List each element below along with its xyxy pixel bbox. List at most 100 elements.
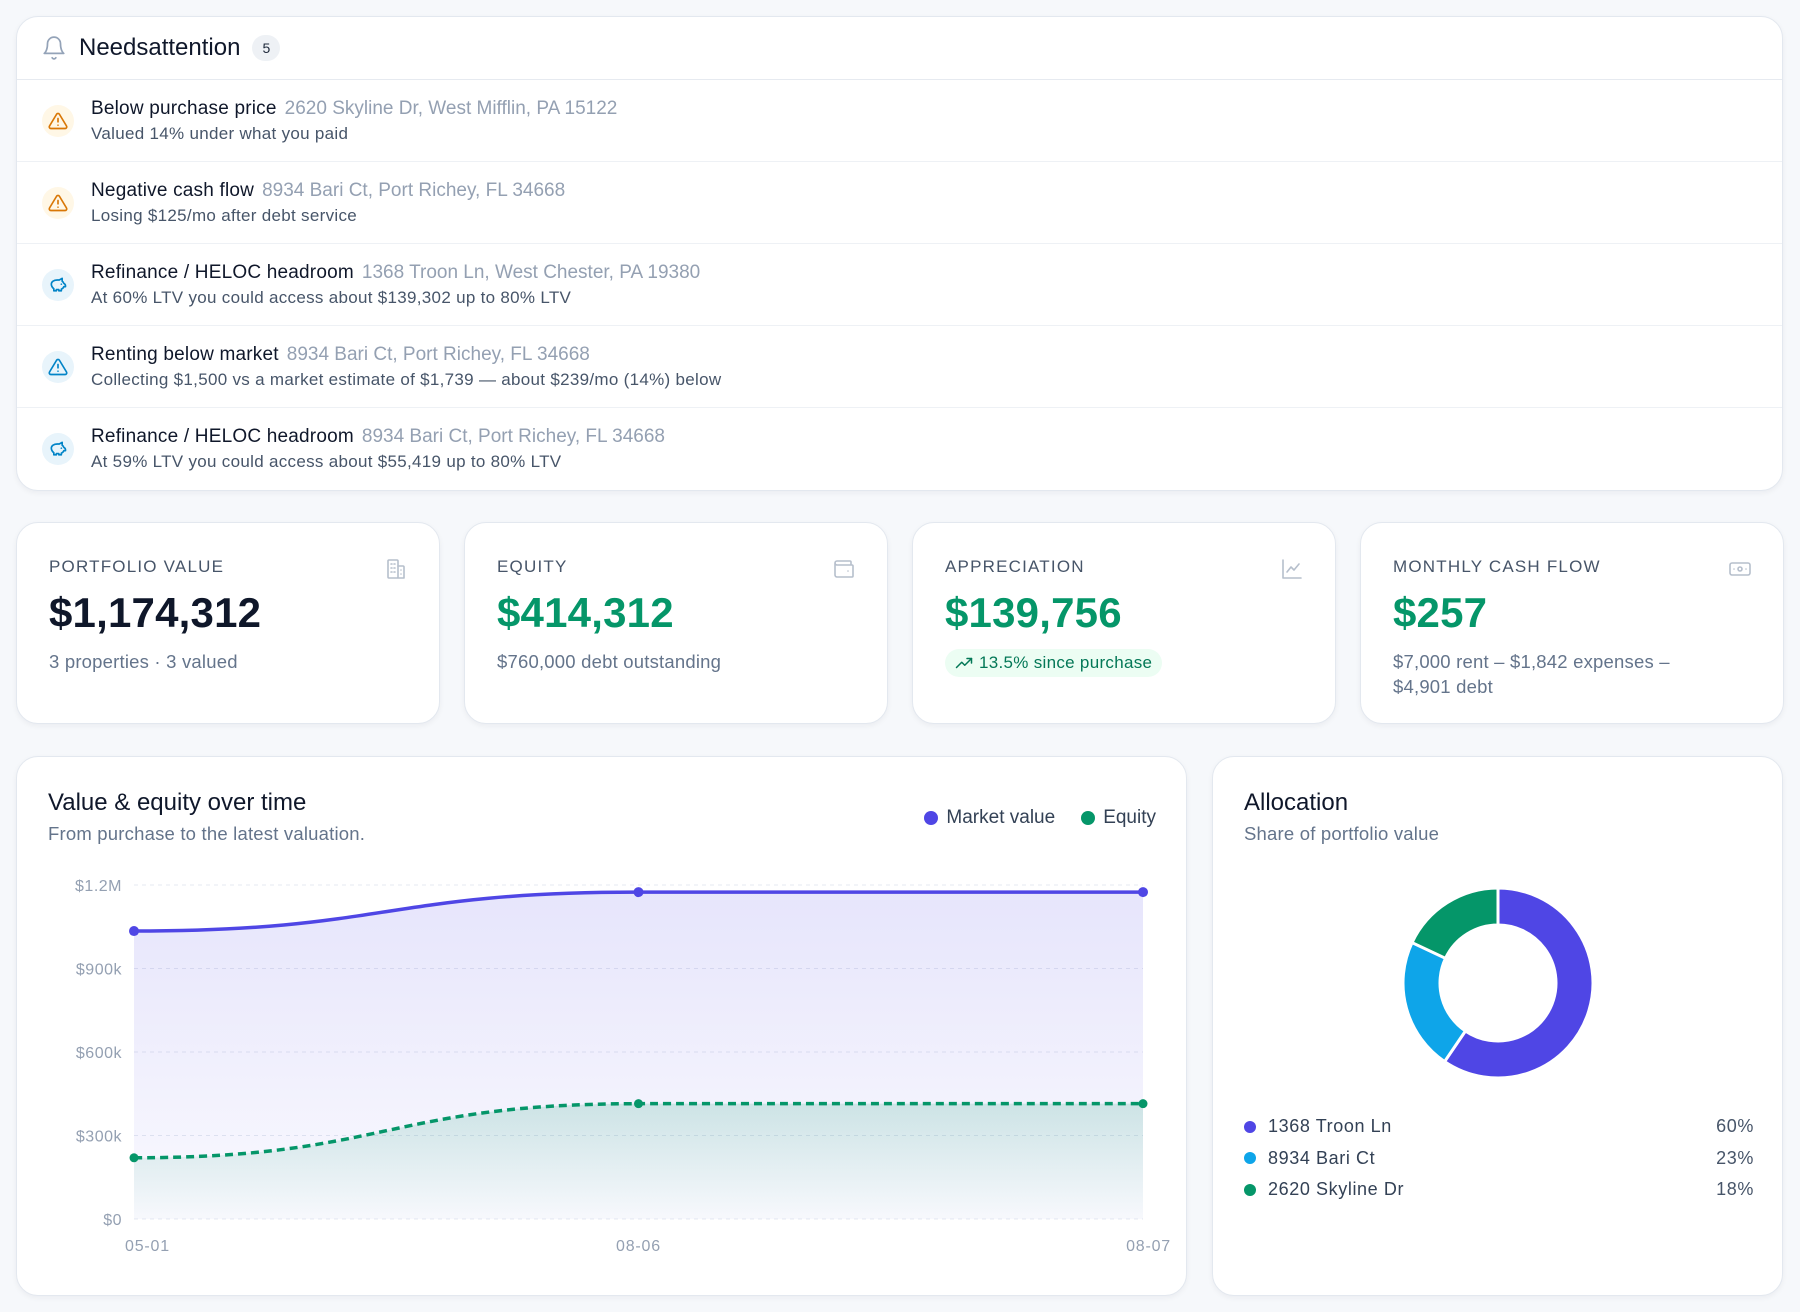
- kpi-label: MONTHLY CASH FLOW: [1393, 557, 1601, 576]
- attention-item-text: Below purchase price 2620 Skyline Dr, Wes…: [91, 98, 617, 144]
- allocation-item-name: 2620 Skyline Dr: [1268, 1179, 1405, 1200]
- building-icon: [387, 559, 405, 579]
- allocation-subtitle: Share of portfolio value: [1244, 823, 1440, 844]
- warning-triangle-icon: [42, 104, 74, 137]
- legend-swatch: [1081, 811, 1096, 825]
- x-tick-label: 08-06: [616, 1238, 661, 1255]
- chart-subtitle: From purchase to the latest valuation.: [48, 823, 366, 844]
- attention-item[interactable]: Negative cash flow 8934 Bari Ct, Port Ric…: [17, 162, 1782, 244]
- needs-attention-title: Needsattention: [79, 34, 241, 61]
- info-triangle-icon: [42, 350, 74, 383]
- legend-label: Equity: [1103, 807, 1156, 828]
- allocation-list-item: 8934 Bari Ct 23%: [1244, 1143, 1754, 1175]
- attention-item-address: 1368 Troon Ln, West Chester, PA 19380: [361, 261, 701, 283]
- y-tick-label: $900k: [76, 962, 123, 979]
- donut-slice[interactable]: [1442, 886, 1595, 1080]
- allocation-item-percent: 23%: [1716, 1147, 1754, 1168]
- allocation-swatch: [1244, 1183, 1256, 1196]
- attention-item[interactable]: Below purchase price 2620 Skyline Dr, Wes…: [17, 80, 1782, 162]
- allocation-donut-chart: [1401, 886, 1595, 1080]
- y-tick-label: $600k: [76, 1045, 123, 1062]
- chart-legend: Market value Equity: [924, 807, 1156, 829]
- x-tick-label: 08-07: [1126, 1238, 1171, 1255]
- legend-item-market-value[interactable]: Market value: [924, 807, 1055, 829]
- kpi-label: PORTFOLIO VALUE: [49, 557, 225, 576]
- allocation-swatch: [1244, 1152, 1256, 1165]
- attention-item-text: Refinance / HELOC headroom 8934 Bari Ct, …: [91, 426, 665, 472]
- kpi-equity: EQUITY $414,312 $760,000 debt outstandin…: [464, 522, 888, 724]
- attention-item-description: Collecting $1,500 vs a market estimate o…: [91, 369, 722, 389]
- trending-up-icon: [955, 657, 973, 669]
- allocation-swatch: [1244, 1120, 1256, 1133]
- kpi-value: $257: [1393, 589, 1488, 636]
- attention-item[interactable]: Refinance / HELOC headroom 1368 Troon Ln,…: [17, 244, 1782, 326]
- kpi-appreciation: APPRECIATION $139,756 13.5% since purcha…: [912, 522, 1336, 724]
- attention-item-heading: Renting below market 8934 Bari Ct, Port R…: [91, 344, 721, 366]
- attention-count-badge: 5: [252, 35, 281, 61]
- legend-item-equity[interactable]: Equity: [1081, 807, 1156, 829]
- equity-point: [129, 1153, 139, 1163]
- kpi-label: EQUITY: [497, 557, 568, 576]
- equity-point: [1138, 1099, 1148, 1109]
- market-value-point: [1138, 887, 1148, 898]
- wallet-icon: [834, 560, 854, 578]
- attention-item-address: 8934 Bari Ct, Port Richey, FL 34668: [262, 179, 566, 201]
- attention-item-label: Below purchase price: [91, 97, 277, 119]
- donut-slice[interactable]: [1401, 940, 1468, 1064]
- needs-attention-card: Needsattention 5 Below purchase price 262…: [16, 16, 1783, 491]
- attention-item-heading: Refinance / HELOC headroom 1368 Troon Ln,…: [91, 262, 700, 284]
- attention-item-description: Losing $125/mo after debt service: [91, 205, 357, 225]
- equity-point: [634, 1099, 643, 1109]
- attention-item-description: Valued 14% under what you paid: [91, 123, 349, 143]
- kpi-subtext: $760,000 debt outstanding: [497, 651, 722, 672]
- attention-item-label: Renting below market: [91, 343, 279, 365]
- attention-item-label: Negative cash flow: [91, 179, 255, 201]
- attention-list: Below purchase price 2620 Skyline Dr, Wes…: [17, 80, 1782, 490]
- attention-item-address: 8934 Bari Ct, Port Richey, FL 34668: [361, 426, 665, 447]
- legend-swatch: [924, 811, 939, 825]
- legend-label: Market value: [946, 807, 1056, 828]
- y-tick-label: $300k: [76, 1129, 123, 1146]
- attention-item-heading: Refinance / HELOC headroom 8934 Bari Ct, …: [91, 426, 665, 448]
- piggy-bank-icon: [42, 268, 74, 301]
- market-value-point: [129, 926, 139, 937]
- attention-item-description: At 60% LTV you could access about $139,3…: [91, 287, 572, 307]
- attention-item-heading: Below purchase price 2620 Skyline Dr, Wes…: [91, 98, 617, 120]
- allocation-item-percent: 60%: [1716, 1116, 1754, 1137]
- attention-item-address: 8934 Bari Ct, Port Richey, FL 34668: [286, 343, 590, 365]
- appreciation-badge-text: 13.5% since purchase: [979, 653, 1153, 672]
- attention-item-text: Renting below market 8934 Bari Ct, Port R…: [91, 344, 721, 390]
- kpi-subtext: $7,000 rent – $1,842 expenses – $4,901 d…: [1393, 651, 1670, 697]
- kpi-value: $414,312: [497, 589, 674, 636]
- attention-item-text: Negative cash flow 8934 Bari Ct, Port Ric…: [91, 180, 565, 226]
- market-value-point: [633, 887, 644, 898]
- allocation-item-name: 1368 Troon Ln: [1268, 1116, 1392, 1137]
- attention-item-label: Refinance / HELOC headroom: [91, 261, 354, 283]
- y-tick-label: $1.2M: [75, 878, 122, 895]
- attention-item-address: 2620 Skyline Dr, West Mifflin, PA 15122: [284, 97, 618, 119]
- bell-icon: [43, 36, 65, 60]
- kpi-value: $139,756: [945, 589, 1122, 636]
- appreciation-badge: 13.5% since purchase: [945, 649, 1163, 677]
- allocation-list-item: 2620 Skyline Dr 18%: [1244, 1174, 1754, 1206]
- allocation-title: Allocation: [1244, 789, 1349, 816]
- kpi-label: APPRECIATION: [945, 557, 1085, 576]
- kpi-portfolio-value: PORTFOLIO VALUE $1,174,312 3 properties …: [16, 522, 440, 724]
- warning-triangle-icon: [42, 186, 74, 219]
- attention-item-description: At 59% LTV you could access about $55,41…: [91, 452, 562, 471]
- attention-item[interactable]: Renting below market 8934 Bari Ct, Port R…: [17, 326, 1782, 408]
- needs-attention-header: Needsattention 5: [17, 17, 1782, 80]
- allocation-item-name: 8934 Bari Ct: [1268, 1147, 1376, 1168]
- allocation-list: 1368 Troon Ln 60% 8934 Bari Ct 23% 2620 Skyl…: [1244, 1111, 1754, 1206]
- banknote-icon: [1729, 562, 1751, 576]
- kpi-subtext: 3 properties · 3 valued: [49, 651, 238, 672]
- chart-title: Value & equity over time: [48, 789, 307, 816]
- donut-slice[interactable]: [1410, 886, 1500, 961]
- allocation-item-percent: 18%: [1716, 1179, 1754, 1200]
- x-tick-label: 05-01: [125, 1238, 170, 1255]
- attention-item[interactable]: Refinance / HELOC headroom 8934 Bari Ct, …: [17, 408, 1782, 490]
- y-tick-label: $0: [103, 1212, 122, 1229]
- piggy-bank-icon: [42, 433, 74, 465]
- value-equity-chart-card: $0 $300k $600k $900k $1.2M 05-01 08-06 08-07 Va…: [16, 756, 1187, 1296]
- value-equity-chart: $0 $300k $600k $900k $1.2M 05-01 08-06 08-07: [75, 878, 1171, 1255]
